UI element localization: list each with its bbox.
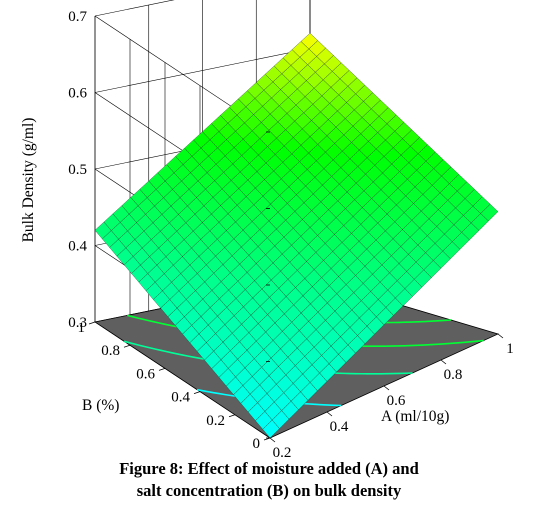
x-tick-label: 0.8	[444, 367, 463, 383]
y-tick-mark	[228, 414, 236, 418]
y-tick-mark	[158, 368, 166, 371]
x-tick-mark	[383, 385, 390, 391]
y-tick-mark	[193, 391, 201, 394]
x-tick-label: 1	[506, 341, 514, 357]
x-tick-label: 0.6	[387, 393, 406, 409]
y-tick-label: 0.2	[206, 413, 225, 429]
z-tick-label: 0.6	[68, 86, 87, 102]
z-axis-label: Bulk Density (g/ml)	[20, 118, 37, 243]
tick-labels: 0.3 0.4 0.5 0.6 0.7 0.2 0.4 0.6 0.8 1 0 0.2 0.4 0.6 0.…	[68, 9, 514, 461]
back-wall-z-gridline	[94, 48, 311, 93]
back-wall-z-gridline	[94, 0, 175, 17]
z-tick-label: 0.4	[68, 239, 87, 255]
z-tick-label: 0.5	[68, 162, 87, 178]
x-tick-mark	[440, 359, 447, 365]
y-tick-label: 0.4	[171, 390, 190, 406]
y-axis-label: B (%)	[82, 397, 119, 414]
caption-line-1: Figure 8: Effect of moisture added (A) a…	[119, 459, 419, 478]
y-tick-label: 0.8	[101, 343, 120, 359]
z-tick-label: 0.7	[68, 9, 87, 25]
y-tick-mark	[123, 344, 131, 348]
y-tick-label: 0.6	[136, 366, 155, 382]
x-tick-mark	[326, 411, 333, 417]
x-tick-label: 0.4	[330, 419, 349, 435]
surface-cell	[480, 203, 499, 222]
x-tick-mark	[497, 333, 504, 339]
x-axis-label: A (ml/10g)	[381, 408, 449, 425]
response-surface	[94, 32, 499, 439]
x-tick-mark	[269, 437, 276, 443]
y-tick-label: 0	[253, 436, 261, 452]
y-tick-mark	[88, 321, 96, 325]
figure-caption: Figure 8: Effect of moisture added (A) a…	[0, 458, 538, 502]
y-tick-mark	[263, 437, 271, 441]
surface-chart: 0.3 0.4 0.5 0.6 0.7 0.2 0.4 0.6 0.8 1 0 0.2 0.4 0.6 0.…	[20, 0, 514, 461]
z-tick-label: 0.3	[68, 315, 87, 331]
y-tick-label: 1	[78, 320, 86, 336]
x-tick-label: 0.2	[273, 445, 292, 461]
caption-line-2: salt concentration (B) on bulk density	[136, 481, 402, 500]
